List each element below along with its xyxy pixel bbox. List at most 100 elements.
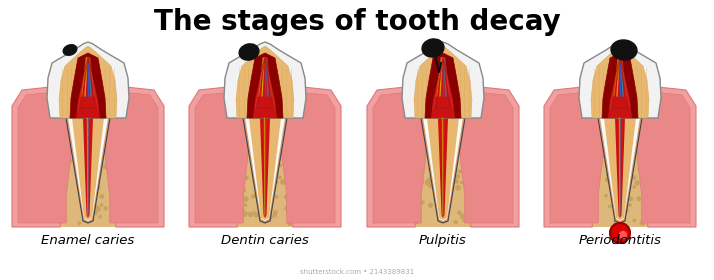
Circle shape <box>67 116 69 119</box>
Circle shape <box>251 195 254 198</box>
Polygon shape <box>100 90 158 223</box>
Circle shape <box>400 115 403 118</box>
Circle shape <box>129 166 132 169</box>
Circle shape <box>499 179 501 181</box>
Polygon shape <box>462 85 519 227</box>
Circle shape <box>279 176 281 178</box>
Circle shape <box>388 205 393 209</box>
Circle shape <box>21 114 24 118</box>
Polygon shape <box>544 85 601 227</box>
Circle shape <box>688 140 690 143</box>
Circle shape <box>52 125 56 129</box>
Circle shape <box>91 126 93 129</box>
Circle shape <box>59 143 63 146</box>
Circle shape <box>445 119 449 123</box>
Circle shape <box>263 172 266 175</box>
Circle shape <box>125 188 129 192</box>
Circle shape <box>597 179 599 182</box>
Polygon shape <box>608 56 632 118</box>
Circle shape <box>320 195 323 199</box>
Circle shape <box>151 218 154 220</box>
Circle shape <box>128 119 131 122</box>
Circle shape <box>98 165 100 168</box>
Circle shape <box>89 145 93 149</box>
Circle shape <box>64 175 68 179</box>
Circle shape <box>321 132 323 134</box>
Circle shape <box>259 145 261 147</box>
Circle shape <box>445 118 448 122</box>
Circle shape <box>310 148 312 151</box>
Polygon shape <box>68 118 108 221</box>
Circle shape <box>486 144 491 148</box>
Circle shape <box>476 134 478 136</box>
Circle shape <box>66 111 69 114</box>
Circle shape <box>275 195 278 198</box>
Circle shape <box>483 218 488 222</box>
Circle shape <box>46 169 49 172</box>
Circle shape <box>19 206 23 210</box>
Circle shape <box>275 181 278 183</box>
Circle shape <box>244 176 248 179</box>
Circle shape <box>434 145 438 149</box>
Circle shape <box>551 149 555 153</box>
Circle shape <box>61 134 65 138</box>
Circle shape <box>655 125 657 128</box>
Circle shape <box>488 202 493 206</box>
Polygon shape <box>283 85 341 227</box>
Ellipse shape <box>64 45 77 55</box>
Circle shape <box>623 116 627 120</box>
Circle shape <box>577 199 580 202</box>
Circle shape <box>326 150 328 153</box>
Circle shape <box>94 206 98 210</box>
Circle shape <box>254 134 257 137</box>
Circle shape <box>158 204 162 207</box>
Circle shape <box>212 209 214 211</box>
Circle shape <box>584 208 587 211</box>
Circle shape <box>311 122 315 125</box>
Circle shape <box>511 195 514 199</box>
Circle shape <box>235 123 238 125</box>
Circle shape <box>261 153 263 156</box>
Circle shape <box>293 220 296 223</box>
Circle shape <box>607 120 611 124</box>
Circle shape <box>378 217 382 220</box>
Circle shape <box>133 126 134 128</box>
Circle shape <box>630 176 633 179</box>
Circle shape <box>576 177 578 179</box>
Circle shape <box>378 119 381 122</box>
Circle shape <box>377 202 381 206</box>
Circle shape <box>301 194 304 197</box>
Circle shape <box>38 151 41 155</box>
Circle shape <box>391 181 393 184</box>
Circle shape <box>82 122 85 125</box>
Circle shape <box>17 142 19 144</box>
Circle shape <box>563 206 565 208</box>
Circle shape <box>16 121 18 123</box>
Circle shape <box>217 122 220 125</box>
Circle shape <box>279 164 281 167</box>
Circle shape <box>65 121 68 124</box>
Circle shape <box>618 156 620 158</box>
Circle shape <box>325 187 328 190</box>
Circle shape <box>203 212 206 215</box>
Circle shape <box>668 198 671 200</box>
Circle shape <box>496 161 498 163</box>
Circle shape <box>639 140 643 144</box>
Circle shape <box>563 143 565 145</box>
Circle shape <box>580 148 583 150</box>
Circle shape <box>483 174 488 178</box>
Circle shape <box>19 175 23 178</box>
Circle shape <box>389 210 393 213</box>
Circle shape <box>400 171 403 173</box>
Circle shape <box>605 178 610 182</box>
Circle shape <box>618 162 620 165</box>
Polygon shape <box>76 56 100 118</box>
Circle shape <box>613 198 616 201</box>
Circle shape <box>680 116 685 120</box>
Circle shape <box>294 165 297 168</box>
Circle shape <box>690 213 693 214</box>
Circle shape <box>570 215 573 217</box>
Circle shape <box>128 143 130 145</box>
Circle shape <box>608 131 611 135</box>
Circle shape <box>405 145 409 150</box>
